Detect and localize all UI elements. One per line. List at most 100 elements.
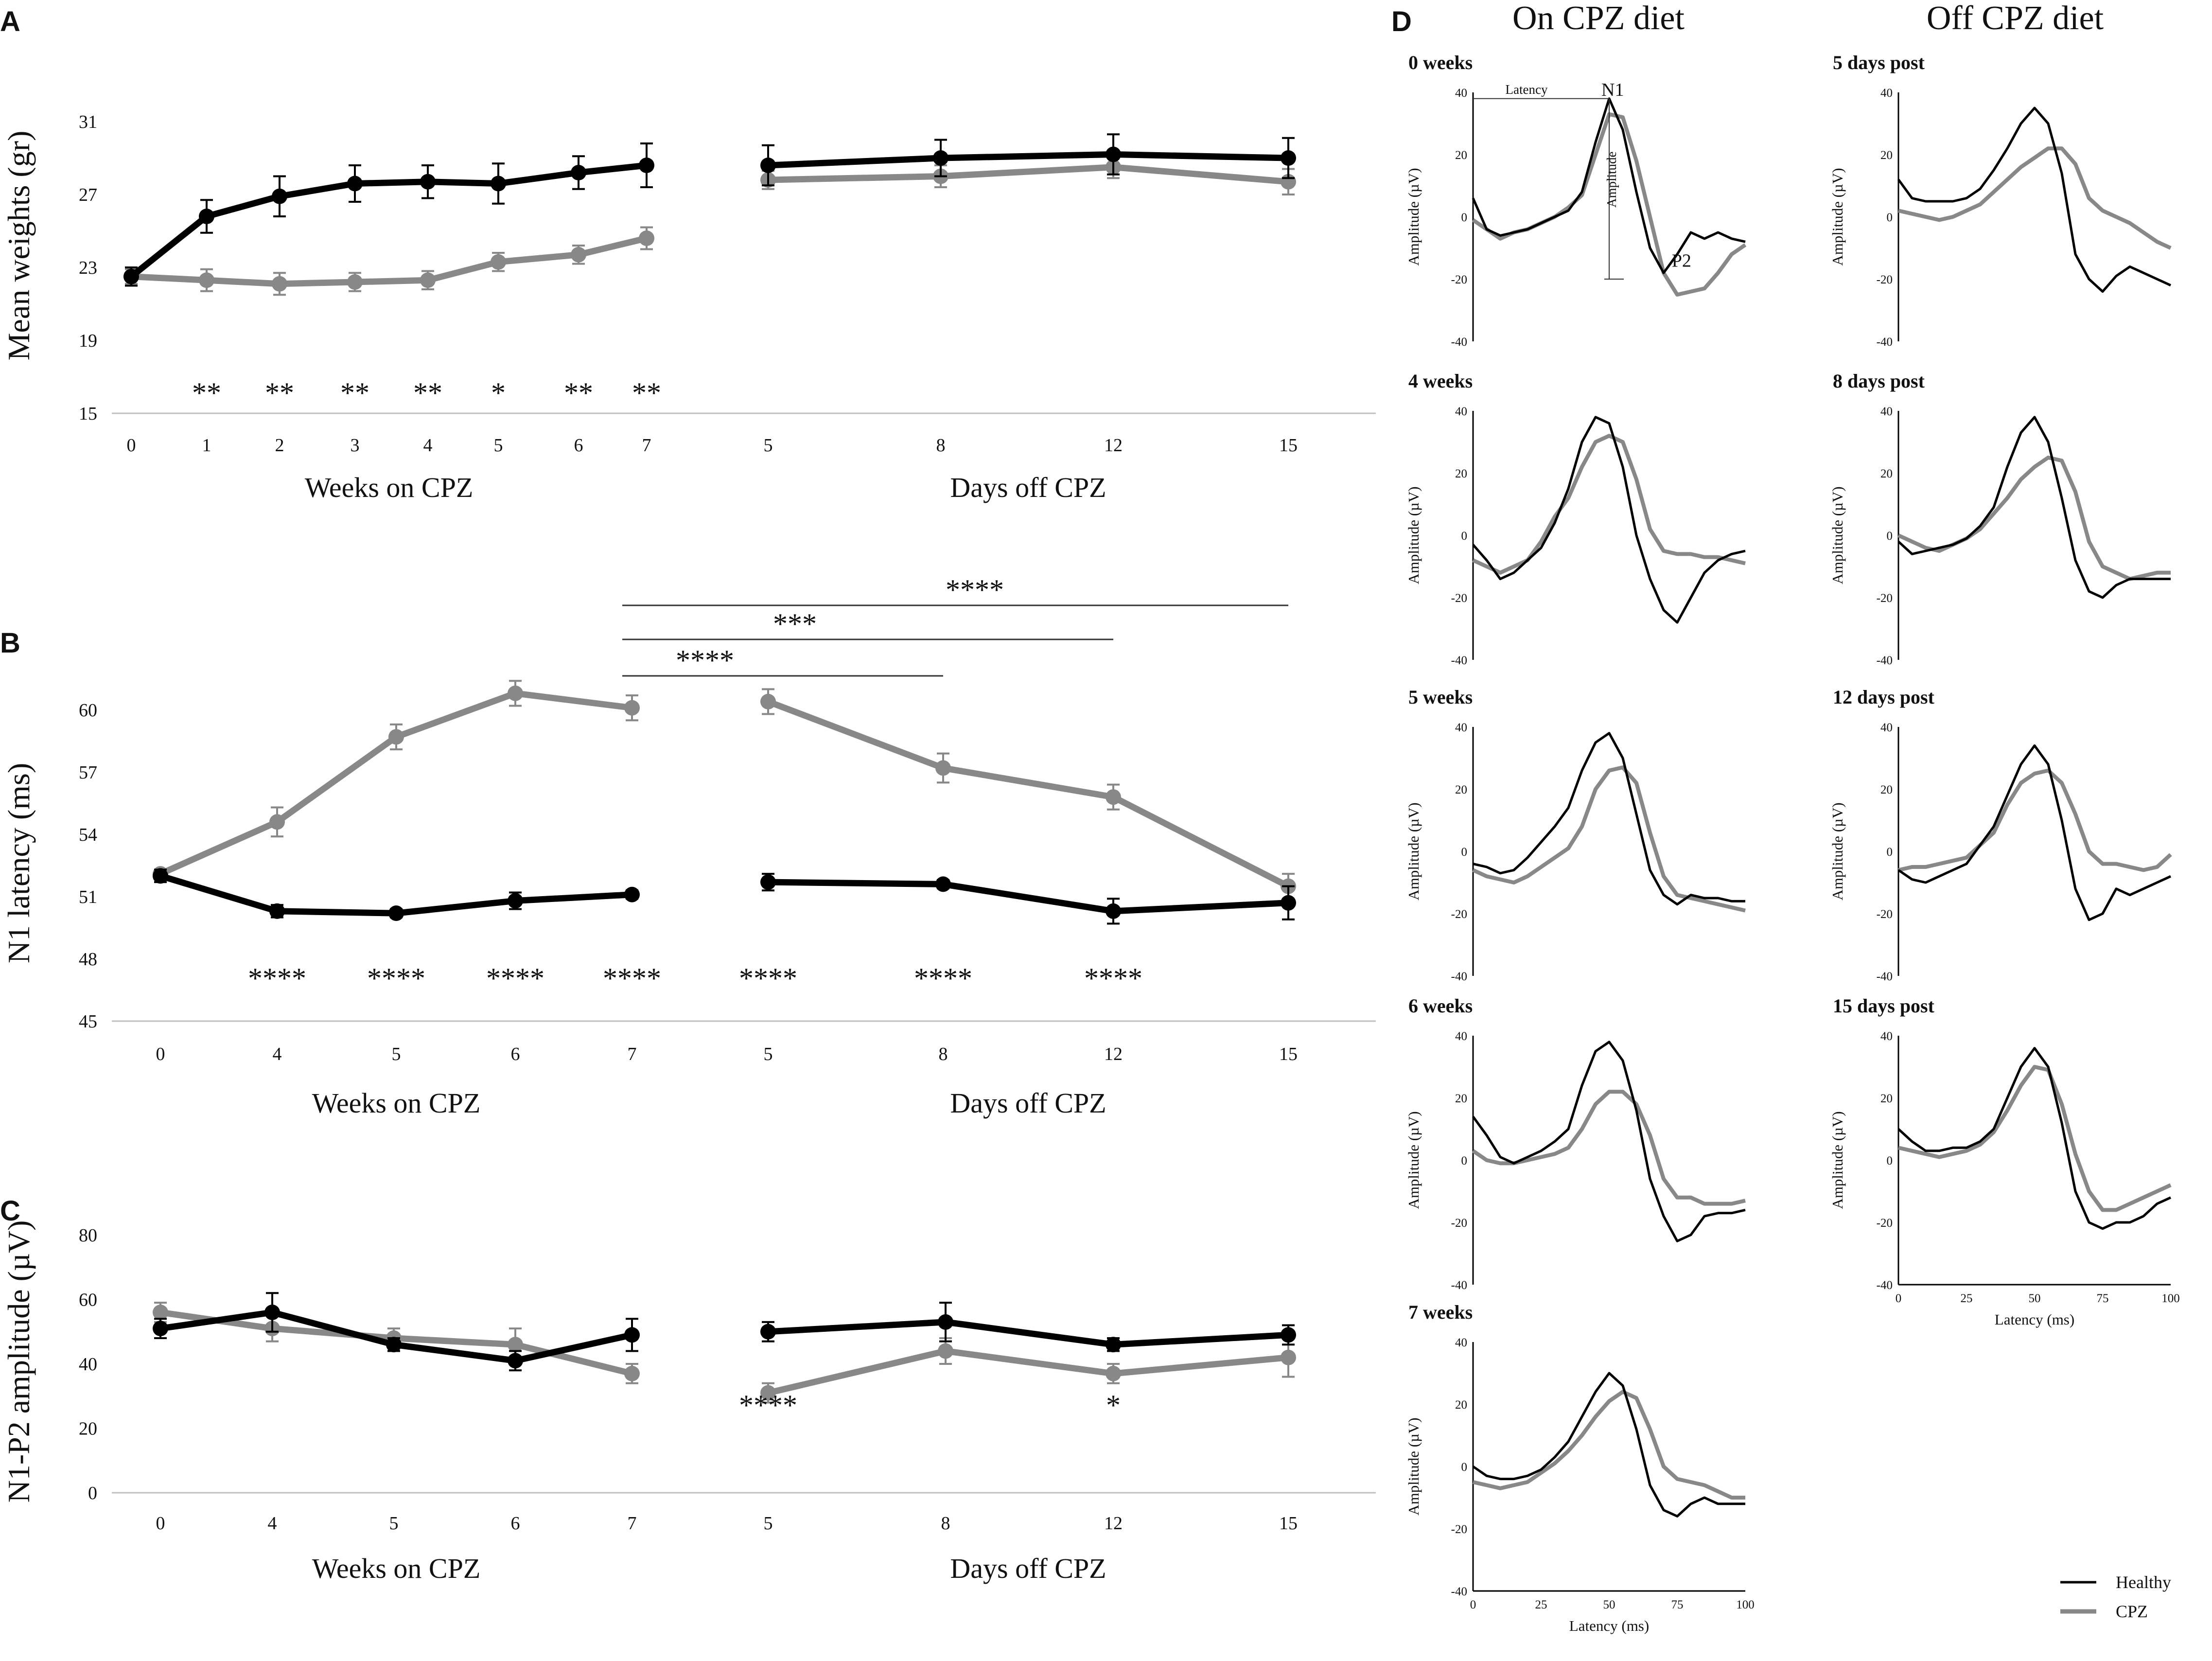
x-tick-label: 50 <box>2029 1292 2041 1305</box>
x-tick-label: 3 <box>351 435 360 456</box>
waveform-title: 5 days post <box>1833 52 1925 73</box>
x-tick-label: 4 <box>423 435 433 456</box>
x-tick-label: 25 <box>1535 1598 1547 1611</box>
y-tick-label: 0 <box>1887 211 1893 224</box>
x-tick-label: 5 <box>392 1044 401 1064</box>
waveform-title: 4 weeks <box>1408 370 1473 392</box>
x-tick-label: 8 <box>941 1513 950 1534</box>
series-healthy-weeks <box>123 142 654 287</box>
y-tick-label: 40 <box>1455 87 1467 100</box>
data-point <box>1106 1365 1121 1381</box>
y-tick-label: -20 <box>1877 273 1893 286</box>
data-point <box>760 693 776 709</box>
x-axis-label-days: Days off CPZ <box>950 1553 1106 1584</box>
data-point <box>199 209 214 224</box>
series-healthy-days <box>760 133 1296 187</box>
x-tick-label: 5 <box>764 1513 773 1534</box>
data-point <box>938 1314 953 1330</box>
y-tick-label: 19 <box>79 331 97 351</box>
significance-stars: * <box>491 377 506 409</box>
y-tick-label: 20 <box>1880 467 1893 480</box>
significance-stars: **** <box>248 962 306 994</box>
waveform-healthy <box>1472 416 1746 624</box>
y-tick-label: 57 <box>79 762 97 783</box>
series-healthy-weeks <box>153 1292 640 1372</box>
waveform-cpz <box>1898 768 2172 872</box>
data-point <box>508 1353 523 1369</box>
data-point <box>347 176 363 192</box>
waveform-cpz <box>1473 1390 1745 1500</box>
y-tick-label: -40 <box>1451 654 1467 667</box>
y-tick-label: -20 <box>1451 592 1467 605</box>
x-tick-label: 0 <box>1896 1292 1902 1305</box>
significance-stars: ** <box>340 377 369 409</box>
y-tick-label: -20 <box>1877 592 1893 605</box>
y-tick-label: 31 <box>79 112 97 132</box>
data-point <box>624 700 640 716</box>
panel-label-a: A <box>0 6 20 37</box>
x-tick-label: 1 <box>202 435 211 456</box>
y-tick-label: -40 <box>1451 1279 1467 1292</box>
waveform-cpz <box>1898 1065 2172 1212</box>
data-point <box>935 876 951 892</box>
x-tick-label: 12 <box>1104 435 1123 456</box>
x-axis-label-weeks: Weeks on CPZ <box>305 472 474 503</box>
x-tick-label: 100 <box>2161 1292 2180 1305</box>
significance-stars: **** <box>486 962 544 994</box>
waveform-cpz <box>1472 765 1746 913</box>
panel-c: 0 20 40 60 80 N1-P2 amplitude (µV) 0 4 5 6 7 5 8 12 15… <box>1 1220 1376 1584</box>
waveform-healthy <box>1473 732 1745 906</box>
waveform-healthy <box>1472 1041 1746 1242</box>
y-tick-label: -40 <box>1451 970 1467 983</box>
data-point <box>1281 1349 1296 1365</box>
legend-label-healthy: Healthy <box>2116 1573 2171 1592</box>
data-point <box>123 268 139 284</box>
significance-stars: ** <box>632 377 661 409</box>
data-point <box>420 272 436 288</box>
x-tick-label: 8 <box>939 1044 948 1064</box>
y-tick-label: 40 <box>1880 721 1893 734</box>
significance-stars: **** <box>739 962 797 994</box>
data-point <box>571 165 586 180</box>
data-point <box>935 760 951 776</box>
series-line <box>129 162 647 279</box>
y-tick-label: 0 <box>1461 1461 1468 1474</box>
data-point <box>491 176 506 192</box>
data-point <box>1281 1327 1296 1343</box>
panel-d: On CPZ diet Off CPZ diet 0 weeks 40 20 0 -20 -4… <box>1405 0 2180 1634</box>
y-tick-label: 80 <box>79 1225 97 1246</box>
column-title-on-cpz: On CPZ diet <box>1512 0 1685 37</box>
p2-label: P2 <box>1672 250 1691 271</box>
data-point <box>269 814 285 830</box>
data-point <box>571 247 586 263</box>
y-tick-label: 40 <box>1455 1030 1467 1043</box>
x-tick-label: 7 <box>628 1513 637 1534</box>
significance-stars: ** <box>265 377 294 409</box>
data-point <box>508 1337 523 1353</box>
data-point <box>1281 150 1296 166</box>
data-point <box>508 685 523 701</box>
y-axis-label: Amplitude (µV) <box>1405 168 1422 265</box>
waveform-panel: 5 days post 40 20 0 -20 -40 Amplitude (µV) <box>1829 52 2172 349</box>
panel-label-c: C <box>0 1195 20 1227</box>
x-tick-label: 100 <box>1736 1598 1755 1611</box>
waveform-panel: 8 days post 40 20 0 -20 -40 Amplitude (µV) <box>1829 370 2171 667</box>
y-axis-label: Amplitude (µV) <box>1829 802 1846 900</box>
significance-stars: ** <box>564 377 593 409</box>
data-point <box>933 150 948 166</box>
panel-label-b: B <box>0 627 20 659</box>
x-axis-label-weeks: Weeks on CPZ <box>312 1087 481 1119</box>
y-tick-label: 20 <box>1880 783 1893 796</box>
waveform-cpz <box>1897 456 2171 581</box>
y-tick-label: 40 <box>79 1354 97 1375</box>
y-axis-label: N1 latency (ms) <box>1 763 36 963</box>
bracket-label: **** <box>946 574 1004 606</box>
data-point <box>388 729 404 745</box>
x-tick-label: 0 <box>156 1513 165 1534</box>
x-tick-label: 50 <box>1603 1598 1615 1611</box>
waveform-panel: 15 days post 40 20 0 -20 -40 Amplitude (µV) 0 25… <box>1829 995 2180 1328</box>
x-axis-label-days: Days off CPZ <box>950 472 1106 503</box>
